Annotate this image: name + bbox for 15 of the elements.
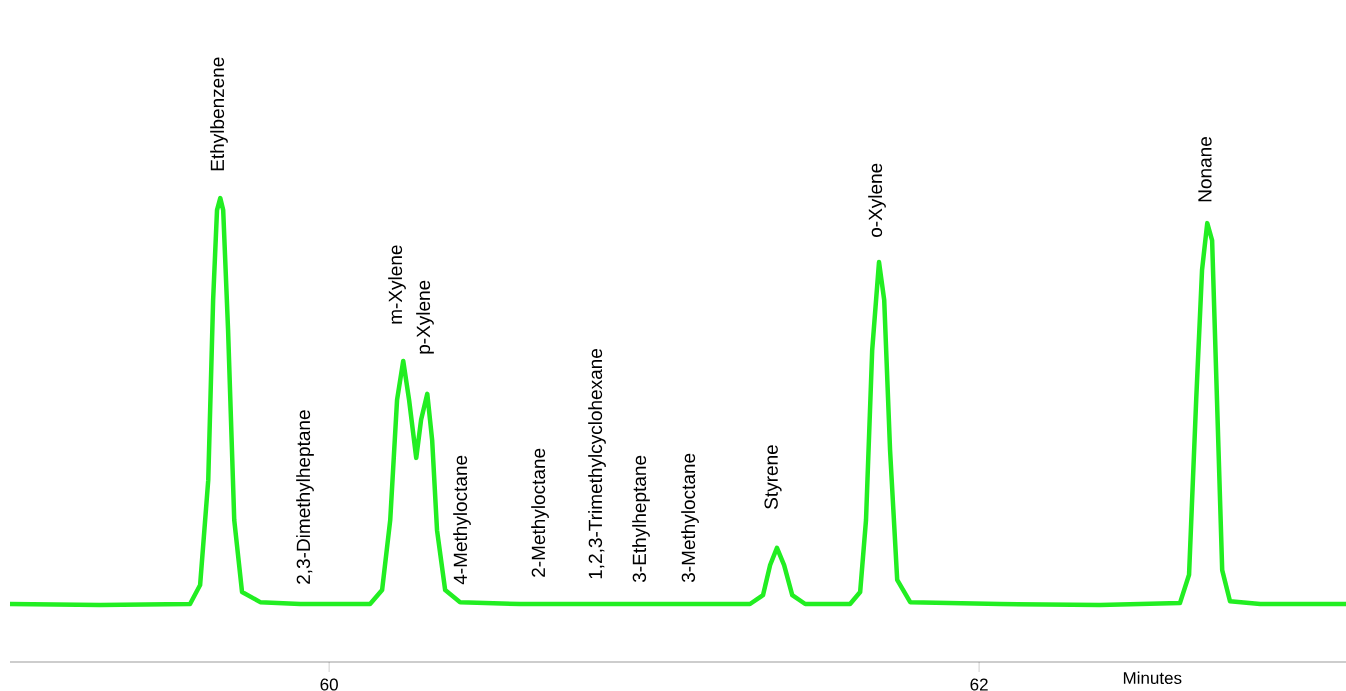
annotation: 2,3-Dimethylheptane [296,410,314,584]
annotation: p-Xylene [416,280,434,354]
annotation: o-Xylene [868,163,886,237]
text: Ethylbenzene [210,57,228,171]
annotation: m-Xylene [388,245,406,324]
annotation: 3-Methyloctane [681,453,699,583]
annotation: 4-Methyloctane [453,455,471,585]
annotation: 3-Ethylheptane [632,455,650,583]
annotation: 1,2,3-Trimethylcyclohexane [588,349,606,579]
x-axis-title: Minutes [1123,671,1182,685]
x-tick-label: 62 [970,678,988,691]
annotation: Styrene [764,445,782,509]
annotation: 2-Methyloctane [531,448,549,577]
x-tick-label: 60 [320,678,338,691]
annotation: Nonane [1198,137,1212,202]
